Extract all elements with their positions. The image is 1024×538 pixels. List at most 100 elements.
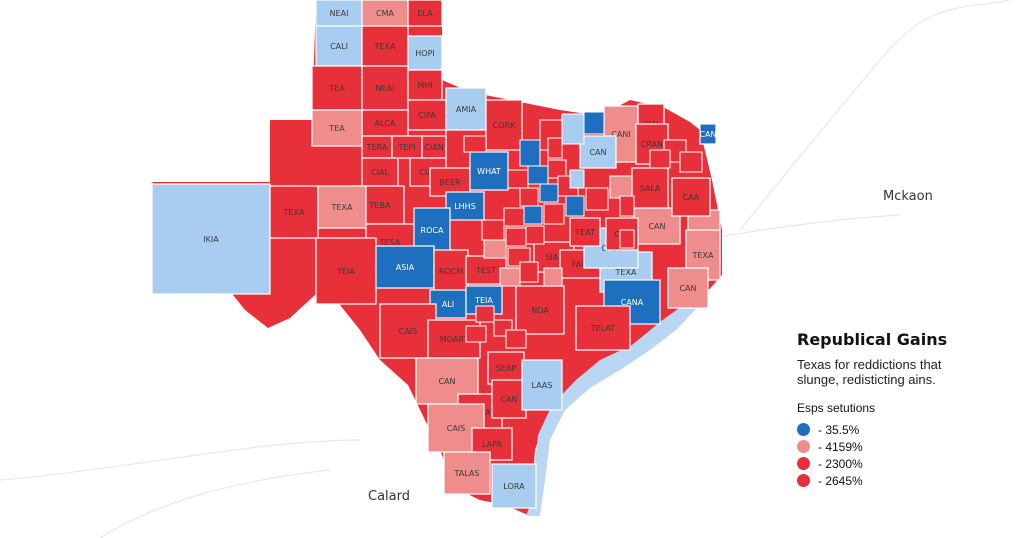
- county-shape: [445, 191, 485, 221]
- county-label: TEXA: [692, 251, 714, 260]
- county-label: CIAL: [371, 168, 389, 177]
- county-shape: [523, 205, 543, 225]
- county-label: CRAN: [641, 140, 663, 149]
- county-shape: [515, 285, 565, 335]
- county-shape: [483, 239, 507, 259]
- county-shape: [527, 165, 549, 185]
- county-shape: [667, 267, 709, 309]
- county-shape: [619, 195, 635, 217]
- county-label: TEXA: [283, 208, 305, 217]
- county-label: CANI: [611, 130, 630, 139]
- county-label: IKIA: [203, 235, 219, 244]
- legend-item: - 2300%: [797, 455, 1017, 472]
- place-label-calard: Calard: [368, 489, 410, 504]
- county-shape: [491, 379, 527, 419]
- county-label: TEXA: [615, 268, 637, 277]
- county-label: CAN: [500, 395, 517, 404]
- county-label: HOPI: [415, 49, 435, 58]
- county-shape: [507, 169, 529, 189]
- county-shape: [361, 65, 409, 111]
- county-label: MOART: [440, 335, 469, 344]
- county-label: CANA: [621, 298, 644, 307]
- county-shape: [151, 183, 271, 295]
- county-label: TEPI: [397, 143, 415, 152]
- county-shape: [487, 351, 525, 385]
- legend-subtitle-line-1: Texas for reddictions that: [797, 357, 942, 372]
- county-label: TESA: [379, 238, 401, 247]
- county-label: TEA: [328, 124, 345, 133]
- county-shape: [505, 227, 527, 247]
- county-shape: [503, 207, 525, 227]
- county-label: SALA: [640, 184, 661, 193]
- county-shape: [565, 195, 585, 217]
- county-shape: [575, 305, 631, 351]
- county-label: TELAT: [590, 324, 615, 333]
- county-shape: [475, 305, 495, 323]
- county-label: CAN: [679, 284, 696, 293]
- county-label: ASIA: [396, 263, 415, 272]
- county-shape: [525, 225, 545, 245]
- county-shape: [315, 237, 377, 305]
- county-label: TEST: [475, 266, 496, 275]
- county-label: TEXA: [331, 203, 353, 212]
- county-shape: [481, 219, 505, 241]
- legend-item: - 2645%: [797, 472, 1017, 489]
- county-label: TEBA: [369, 201, 391, 210]
- county-shape: [699, 123, 717, 145]
- county-shape: [505, 329, 527, 349]
- county-shape: [569, 217, 601, 247]
- county-shape: [649, 149, 671, 169]
- county-label: ROCM: [439, 267, 463, 276]
- county-label: CAA: [683, 193, 700, 202]
- county-label: CIPA: [418, 111, 436, 120]
- place-label-mckaon: Mckaon: [883, 189, 933, 204]
- county-shape: [609, 175, 633, 199]
- county-shape: [569, 169, 585, 189]
- county-label: AMIA: [456, 105, 477, 114]
- county-shape: [317, 185, 367, 229]
- county-label: CAIS: [399, 327, 418, 336]
- county-shape: [547, 159, 567, 179]
- county-shape: [519, 261, 539, 283]
- county-label: LHHS: [454, 202, 476, 211]
- county-label: CORK: [493, 121, 516, 130]
- county-label: TALAS: [454, 469, 480, 478]
- legend-item-label-4: - 2645%: [818, 473, 863, 488]
- county-label: BEER: [439, 178, 461, 187]
- county-label: ALI: [442, 300, 454, 309]
- county-shape: [361, 25, 409, 67]
- county-label: MHI: [417, 81, 432, 90]
- county-shape: [465, 325, 487, 343]
- county-label: LAAS: [532, 381, 553, 390]
- county-label: NEAI: [376, 84, 395, 93]
- county-shape: [499, 267, 521, 287]
- county-shape: [465, 255, 507, 285]
- county-label: ELA: [417, 9, 433, 18]
- counties-layer: NEAI CMA ELA CALI TEXA HOPI TEA NEAI MHI CIPA AMIA…: [151, 0, 721, 509]
- county-label: CMA: [376, 9, 394, 18]
- county-shape: [407, 35, 443, 71]
- county-label: LORA: [503, 482, 525, 491]
- county-shape: [443, 451, 491, 495]
- county-label: CAN: [699, 130, 716, 139]
- legend-item-label-2: - 4159%: [818, 439, 863, 454]
- county-label: TEIA: [474, 296, 493, 305]
- county-label: SIAL: [545, 253, 563, 262]
- legend-swatch-1: [797, 423, 810, 436]
- county-shape: [543, 203, 565, 225]
- legend-swatch-4: [797, 474, 810, 487]
- county-label: CAN: [589, 148, 606, 157]
- county-shape: [413, 207, 451, 253]
- county-shape: [315, 0, 363, 27]
- gulf-coast: [526, 280, 705, 516]
- county-label: SEAP: [496, 364, 517, 373]
- county-label: TEAT: [574, 228, 595, 237]
- county-shape: [375, 245, 435, 289]
- county-label: CAN: [438, 377, 455, 386]
- legend-swatch-2: [797, 440, 810, 453]
- legend-item-label-3: - 2300%: [818, 456, 863, 471]
- legend-item-label-1: - 35.5%: [818, 422, 860, 437]
- legend-swatch-3: [797, 457, 810, 470]
